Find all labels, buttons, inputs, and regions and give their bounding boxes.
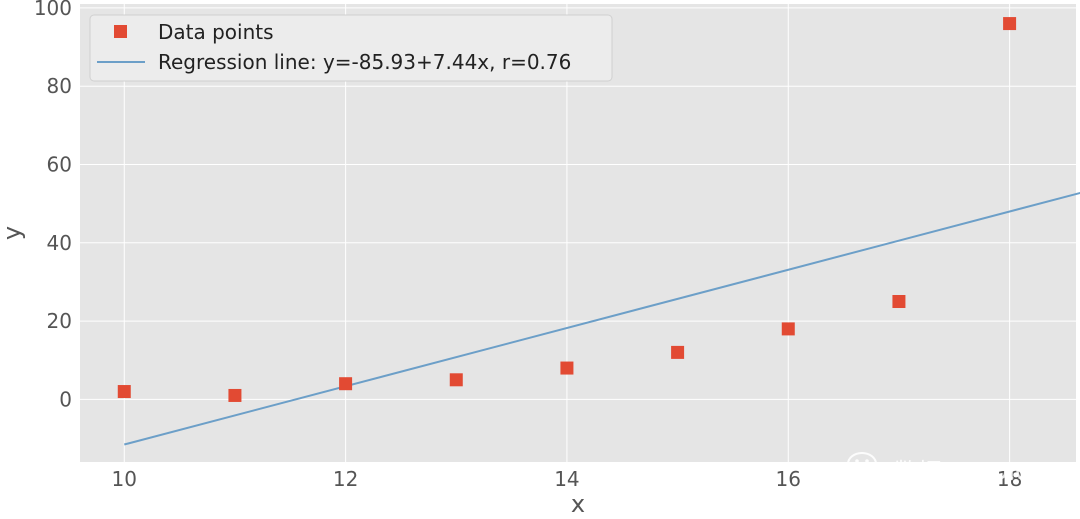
x-tick-label: 16: [776, 467, 801, 491]
y-tick-label: 0: [59, 387, 72, 411]
wechat-icon: [847, 452, 888, 484]
legend-marker-icon: [114, 25, 127, 38]
data-point: [892, 295, 906, 309]
data-point: [560, 361, 574, 375]
y-axis-label: y: [0, 226, 26, 240]
regression-series: [124, 191, 1080, 446]
data-point: [781, 322, 795, 336]
x-tick-label: 12: [333, 467, 358, 491]
data-point: [117, 385, 131, 399]
y-tick-label: 100: [34, 0, 72, 20]
data-point: [1003, 17, 1017, 31]
legend-label-data-points: Data points: [158, 20, 274, 44]
data-point: [228, 388, 242, 402]
y-tick-label: 40: [47, 231, 72, 255]
regression-line: [124, 191, 1080, 446]
y-tick-label: 60: [47, 152, 72, 176]
legend-label-regression-line: Regression line: y=-85.93+7.44x, r=0.76: [158, 50, 571, 74]
x-axis-label: x: [571, 490, 585, 518]
legend-box: [89, 14, 613, 82]
data-point: [449, 373, 463, 387]
tick-labels: 10 12 14 16 18 0 20 40 60 80 100: [34, 0, 1023, 491]
watermark-text: 数据STUDIO: [894, 458, 1034, 486]
x-tick-label: 14: [554, 467, 579, 491]
data-point: [339, 377, 353, 391]
watermark: 数据STUDIO: [847, 452, 1034, 486]
data-points-series: [117, 17, 1017, 402]
x-tick-label: 10: [112, 467, 137, 491]
legend: Data points Regression line: y=-85.93+7.…: [89, 14, 613, 82]
x-tick-label: 18: [997, 467, 1022, 491]
y-tick-label: 80: [47, 74, 72, 98]
data-point: [671, 345, 685, 359]
y-tick-label: 20: [47, 309, 72, 333]
